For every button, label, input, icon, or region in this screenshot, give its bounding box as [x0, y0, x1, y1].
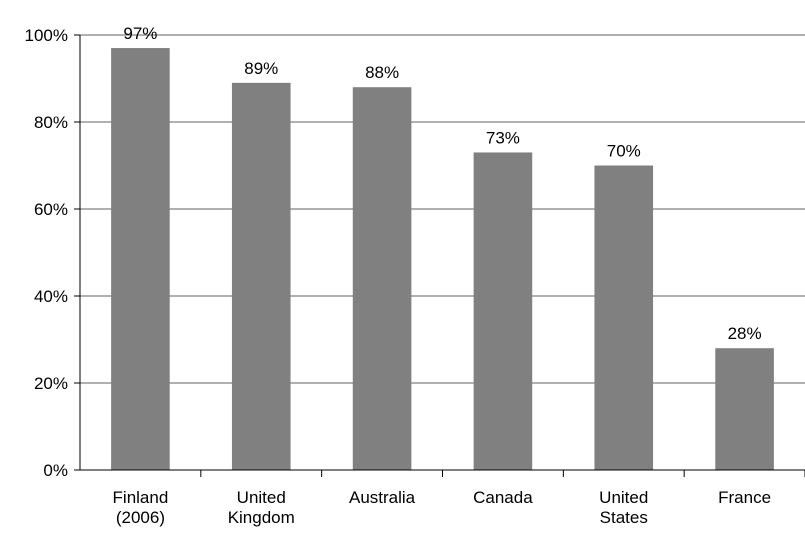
bars — [111, 48, 774, 471]
bar — [715, 348, 774, 470]
bar — [231, 82, 291, 470]
x-tick-label: United — [599, 488, 648, 507]
x-tick-label: France — [718, 488, 771, 507]
axes: 0%20%40%60%80%100%Finland(2006)UnitedKin… — [25, 26, 805, 527]
y-tick-label: 40% — [34, 287, 68, 306]
bar-data-label: 28% — [728, 324, 762, 343]
y-tick-label: 100% — [25, 26, 68, 45]
bar-data-label: 89% — [244, 59, 278, 78]
data-labels: 97% 89% 88% 73% 70% 28% — [123, 24, 761, 343]
y-tick-label: 0% — [43, 461, 68, 480]
bar — [473, 152, 533, 470]
bar — [352, 87, 412, 470]
bar — [594, 165, 654, 470]
x-tick-label: Kingdom — [228, 508, 295, 527]
bar-data-label: 70% — [607, 142, 641, 161]
x-tick-label: Finland — [113, 488, 169, 507]
y-tick-label: 80% — [34, 113, 68, 132]
x-tick-label: Canada — [473, 488, 533, 507]
x-tick-label: (2006) — [116, 508, 165, 527]
bar-data-label: 88% — [365, 63, 399, 82]
y-tick-label: 20% — [34, 374, 68, 393]
bar-data-label: 73% — [486, 128, 520, 147]
x-tick-label: United — [237, 488, 286, 507]
gridlines — [80, 34, 805, 384]
x-tick-label: States — [600, 508, 648, 527]
x-tick-label: Australia — [349, 488, 416, 507]
y-tick-label: 60% — [34, 200, 68, 219]
bar-data-label: 97% — [123, 24, 157, 43]
bar — [111, 48, 170, 471]
